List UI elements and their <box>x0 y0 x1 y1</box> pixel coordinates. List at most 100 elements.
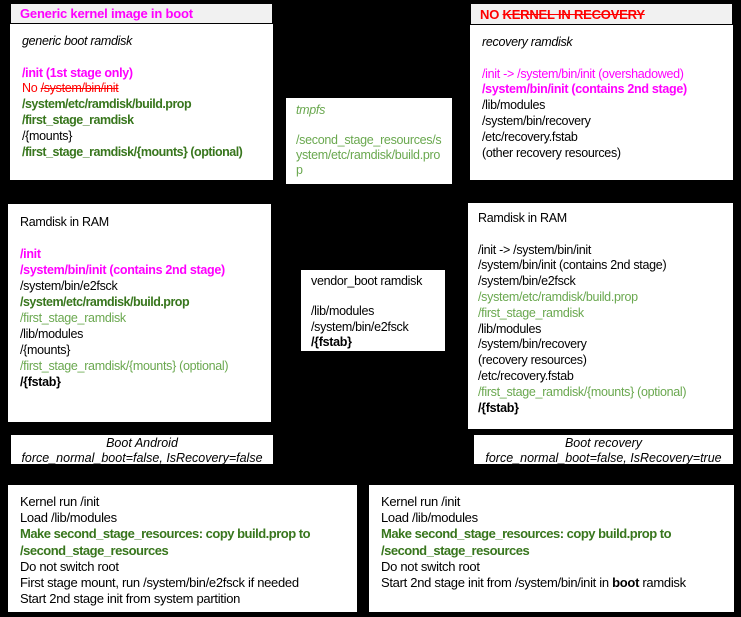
text-segment: /system/etc/ramdisk/build.prop <box>478 289 638 304</box>
text-segment: (other recovery resources) <box>482 145 621 160</box>
text-segment: /lib/modules <box>20 327 84 341</box>
text-line: Ramdisk in RAM <box>20 214 259 230</box>
text-line: recovery ramdisk <box>482 35 721 51</box>
text-line: /system/bin/init (contains 2nd stage) <box>482 82 721 98</box>
text-segment: /system/etc/ramdisk/build.prop <box>22 97 192 112</box>
text-segment: /init -> /system/bin/init (overshadowed) <box>482 66 684 81</box>
text-segment: Ramdisk in RAM <box>20 215 109 229</box>
text-segment: /{mounts} <box>22 128 73 143</box>
text-line: /lib/modules <box>482 98 721 114</box>
text-line: Start 2nd stage init from /system/bin/in… <box>381 575 722 591</box>
text-segment: /etc/recovery.fstab <box>478 368 574 383</box>
text-line: /etc/recovery.fstab <box>478 369 723 385</box>
text-segment: Make second_stage_resources: copy build.… <box>381 526 672 542</box>
text-segment: force_normal_boot=false, IsRecovery=true <box>485 451 722 465</box>
text-segment: /etc/recovery.fstab <box>482 129 578 144</box>
text-line: force_normal_boot=false, IsRecovery=fals… <box>11 451 273 466</box>
text-segment: Boot recovery <box>564 436 643 450</box>
text-line: /system/bin/init (contains 2nd stage) <box>478 258 723 274</box>
text-segment: /system/etc/ramdisk/build.prop <box>20 295 190 309</box>
text-line: /init (1st stage only) <box>22 66 261 82</box>
text-line: /system/etc/ramdisk/build.prop <box>22 97 261 113</box>
text-line: /system/etc/ramdisk/build.prop <box>20 294 259 310</box>
ramdisk-in-ram-recovery-box: Ramdisk in RAM /init -> /system/bin/init… <box>468 203 733 429</box>
text-segment: generic boot ramdisk <box>22 34 133 48</box>
text-line: /first_stage_ramdisk/{mounts} (optional) <box>20 358 259 374</box>
text-segment: /system/bin/init (contains 2nd stage) <box>482 82 687 97</box>
text-line: /{mounts} <box>20 342 259 358</box>
text-line <box>20 230 259 246</box>
text-line: /first_stage_ramdisk <box>20 310 259 326</box>
text-line: Boot Android <box>11 436 273 451</box>
text-segment: ramdisk <box>639 575 686 591</box>
text-line: NO KERNEL IN RECOVERY <box>480 7 645 22</box>
text-line: /etc/recovery.fstab <box>482 130 721 146</box>
text-line: /lib/modules <box>311 304 435 319</box>
text-line: (other recovery resources) <box>482 146 721 162</box>
text-line: /first_stage_ramdisk <box>478 306 723 322</box>
text-line: /{fstab} <box>20 374 259 390</box>
text-segment: /init <box>20 247 41 261</box>
generic-boot-ramdisk-box: generic boot ramdisk /init (1st stage on… <box>10 24 273 180</box>
text-line: Make second_stage_resources: copy build.… <box>381 526 722 542</box>
text-line: /first_stage_ramdisk/{mounts} (optional) <box>478 385 723 401</box>
text-line: Start 2nd stage init from system partiti… <box>20 591 345 607</box>
text-line: /second_stage_resources/system/etc/ramdi… <box>296 133 442 178</box>
text-segment: /first_stage_ramdisk <box>20 311 126 325</box>
recovery-ramdisk-box: recovery ramdisk /init -> /system/bin/in… <box>470 25 733 180</box>
text-segment: /system/bin/e2fsck <box>20 279 118 293</box>
text-line: /init <box>20 246 259 262</box>
text-line <box>478 227 723 243</box>
ramdisk-in-ram-boot-box: Ramdisk in RAM /init/system/bin/init (co… <box>8 204 271 422</box>
text-segment: Start 2nd stage init from system partiti… <box>20 591 241 607</box>
text-line: /lib/modules <box>478 322 723 338</box>
text-line: /lib/modules <box>20 326 259 342</box>
text-segment: /first_stage_ramdisk <box>22 112 134 127</box>
text-segment: /lib/modules <box>478 321 542 336</box>
text-segment: /second_stage_resources <box>381 542 530 558</box>
text-line <box>22 50 261 66</box>
text-line: generic boot ramdisk <box>22 34 261 50</box>
text-segment: KERNEL IN RECOVERY <box>502 6 646 22</box>
text-line: /first_stage_ramdisk/{mounts} (optional) <box>22 145 261 161</box>
boot-android-steps-box: Kernel run /init Load /lib/modules Make se… <box>8 485 357 612</box>
text-line: /{mounts} <box>22 129 261 145</box>
text-segment: /init -> /system/bin/init <box>478 242 592 257</box>
text-segment: force_normal_boot=false, IsRecovery=fals… <box>21 451 263 465</box>
text-segment: /second_stage_resources/system/etc/ramdi… <box>296 133 442 177</box>
text-line: No /system/bin/init <box>22 81 261 97</box>
text-line: vendor_boot ramdisk <box>311 274 435 289</box>
text-line: /system/bin/recovery <box>482 114 721 130</box>
text-segment: Kernel run /init <box>20 494 100 509</box>
text-segment: (recovery resources) <box>478 353 587 368</box>
text-line: /{fstab} <box>311 335 435 350</box>
text-line: First stage mount, run /system/bin/e2fsc… <box>20 575 345 591</box>
text-segment: Load /lib/modules <box>381 510 478 526</box>
text-line: Generic kernel image in boot <box>20 6 193 21</box>
text-segment: /{fstab} <box>20 375 61 389</box>
text-segment: /lib/modules <box>482 98 546 113</box>
text-line: Make second_stage_resources: copy build.… <box>20 526 345 542</box>
text-line: Kernel run /init <box>20 494 345 510</box>
text-line: /system/etc/ramdisk/build.prop <box>478 290 723 306</box>
text-segment: /first_stage_ramdisk/{mounts} (optional) <box>20 359 229 373</box>
text-segment: No <box>22 81 41 96</box>
boot-recovery-steps-box: Kernel run /init Load /lib/modules Make se… <box>369 485 734 612</box>
text-line: /init -> /system/bin/init (overshadowed) <box>482 67 721 83</box>
text-segment: /first_stage_ramdisk <box>478 305 584 320</box>
text-segment: First stage mount, run /system/bin/e2fsc… <box>20 575 299 591</box>
text-segment: Make second_stage_resources: copy build.… <box>20 526 311 542</box>
text-line: /system/bin/e2fsck <box>20 278 259 294</box>
text-line: (recovery resources) <box>478 353 723 369</box>
text-segment: vendor_boot ramdisk <box>311 274 423 288</box>
text-line: /second_stage_resources <box>20 543 345 559</box>
text-line: Ramdisk in RAM <box>478 211 723 227</box>
text-line: /system/bin/e2fsck <box>311 320 435 335</box>
text-segment: Ramdisk in RAM <box>478 211 567 225</box>
text-line: Do not switch root <box>381 559 722 575</box>
tmpfs-box: tmpfs /second_stage_resources/system/etc… <box>286 98 452 184</box>
text-segment: Do not switch root <box>20 558 119 574</box>
text-segment: /system/bin/recovery <box>482 113 591 128</box>
text-segment: boot <box>612 575 640 591</box>
